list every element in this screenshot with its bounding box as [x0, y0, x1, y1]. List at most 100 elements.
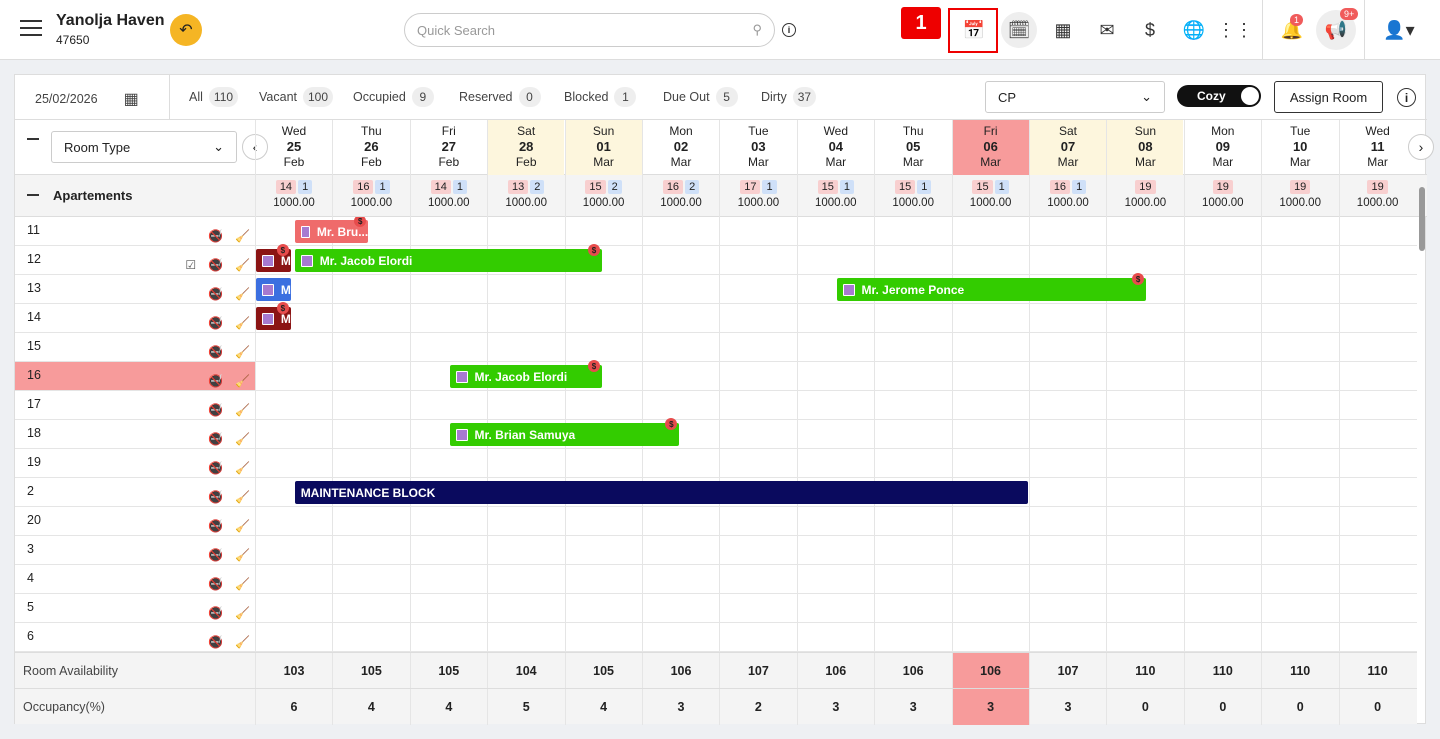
grid-cell[interactable] [1106, 333, 1183, 361]
no-smoking-icon[interactable]: 🚭 [208, 374, 224, 388]
grid-cell[interactable] [719, 565, 796, 593]
grid-cell[interactable] [1106, 536, 1183, 564]
cleaning-icon[interactable]: 🧹 [235, 229, 250, 243]
grid-cell[interactable] [255, 623, 332, 651]
grid-cell[interactable] [874, 217, 951, 245]
grid-cell[interactable] [1106, 449, 1183, 477]
grid-cell[interactable] [642, 304, 719, 332]
grid-cell[interactable] [564, 275, 642, 303]
room-label[interactable]: 18 🚭 🧹 [15, 420, 256, 448]
date-picker[interactable]: 25/02/2026 ▦ [35, 89, 139, 109]
grid-cell[interactable] [1106, 246, 1183, 274]
date-column-header[interactable]: Wed 25 Feb [255, 120, 332, 175]
grid-cell[interactable] [1261, 594, 1338, 622]
back-icon[interactable]: ↶ [170, 14, 202, 46]
grid-cell[interactable] [1029, 449, 1106, 477]
grid-cell[interactable] [642, 217, 719, 245]
grid-cell[interactable] [1261, 275, 1338, 303]
grid-cell[interactable] [564, 391, 642, 419]
date-column-header[interactable]: Mon 02 Mar [642, 120, 719, 175]
grid-cell[interactable] [564, 565, 642, 593]
no-smoking-icon[interactable]: 🚭 [208, 316, 224, 330]
date-column-header[interactable]: Tue 10 Mar [1261, 120, 1338, 175]
grid-cell[interactable] [1261, 333, 1338, 361]
scrollbar[interactable] [1419, 187, 1425, 647]
grid-cell[interactable] [951, 420, 1029, 448]
grid-cell[interactable] [332, 565, 409, 593]
grid-cell[interactable] [719, 536, 796, 564]
grid-cell[interactable] [255, 420, 332, 448]
grid-cell[interactable] [796, 362, 874, 390]
filter-occupied[interactable]: Occupied 9 [353, 87, 434, 107]
grid-cell[interactable] [951, 304, 1029, 332]
grid-cell[interactable] [1029, 391, 1106, 419]
grid-cell[interactable] [1183, 246, 1261, 274]
grid-cell[interactable] [1338, 275, 1416, 303]
cleaning-icon[interactable]: 🧹 [235, 548, 250, 562]
grid-cell[interactable] [409, 304, 487, 332]
grid-cell[interactable] [487, 275, 564, 303]
grid-cell[interactable] [487, 565, 564, 593]
grid-cell[interactable] [1183, 507, 1261, 535]
grid-cell[interactable] [719, 420, 796, 448]
grid-cell[interactable] [1338, 478, 1416, 506]
no-smoking-icon[interactable]: 🚭 [208, 519, 224, 533]
grid-cell[interactable] [951, 565, 1029, 593]
grid-cell[interactable] [1338, 304, 1416, 332]
grid-cell[interactable] [874, 333, 951, 361]
grid-cell[interactable] [255, 362, 332, 390]
filter-reserved[interactable]: Reserved 0 [459, 87, 541, 107]
grid-cell[interactable] [409, 333, 487, 361]
grid-cell[interactable] [1183, 623, 1261, 651]
room-label[interactable]: 15 🚭 🧹 [15, 333, 256, 361]
grid-cell[interactable] [951, 507, 1029, 535]
room-label[interactable]: 14 🚭 🧹 [15, 304, 256, 332]
grid-cell[interactable] [1106, 507, 1183, 535]
date-column-header[interactable]: Wed 11 Mar [1338, 120, 1416, 175]
grid-cell[interactable] [719, 623, 796, 651]
date-column-header[interactable]: Sat 28 Feb [487, 120, 565, 175]
grid-cell[interactable] [564, 594, 642, 622]
no-smoking-icon[interactable]: 🚭 [208, 606, 224, 620]
room-label[interactable]: 11 🚭 🧹 [15, 217, 256, 245]
grid-cell[interactable] [255, 565, 332, 593]
grid-cell[interactable] [255, 507, 332, 535]
no-smoking-icon[interactable]: 🚭 [208, 258, 224, 272]
rate-plan-select[interactable]: CP ⌄ [985, 81, 1165, 113]
grid-cell[interactable] [642, 449, 719, 477]
grid-cell[interactable] [409, 275, 487, 303]
room-label[interactable]: 6 🚭 🧹 [15, 623, 256, 651]
grid-cell[interactable] [951, 362, 1029, 390]
grid-cell[interactable] [1338, 536, 1416, 564]
booking-bar[interactable]: Mr. Jerome Ponce $ [836, 273, 1147, 301]
grid-cell[interactable] [796, 391, 874, 419]
room-label[interactable]: 13 🚭 🧹 [15, 275, 256, 303]
grid-cell[interactable] [1183, 333, 1261, 361]
grid-cell[interactable] [487, 449, 564, 477]
grid-cell[interactable] [796, 217, 874, 245]
room-label[interactable]: 19 🚭 🧹 [15, 449, 256, 477]
grid-cell[interactable] [332, 594, 409, 622]
grid-cell[interactable] [719, 275, 796, 303]
grid-cell[interactable] [1261, 246, 1338, 274]
booking-bar[interactable]: M $ [256, 302, 291, 330]
view-toggle[interactable]: Cozy [1177, 85, 1261, 107]
booking-bar[interactable]: Mr. Jacob Elordi $ [294, 244, 602, 272]
filter-vacant[interactable]: Vacant 100 [259, 87, 334, 107]
grid-cell[interactable] [1106, 391, 1183, 419]
grid-cell[interactable] [332, 333, 409, 361]
grid-cell[interactable] [487, 623, 564, 651]
date-column-header[interactable]: Fri 27 Feb [409, 120, 487, 175]
dollar-icon[interactable]: $ [1144, 19, 1155, 40]
cleaning-icon[interactable]: 🧹 [235, 432, 250, 446]
grid-cell[interactable] [564, 304, 642, 332]
grid-cell[interactable] [332, 275, 409, 303]
no-smoking-icon[interactable]: 🚭 [208, 635, 224, 649]
booking-bar[interactable]: MAINTENANCE BLOCK [294, 481, 1029, 504]
grid-cell[interactable] [1261, 420, 1338, 448]
grid-cell[interactable] [1183, 275, 1261, 303]
no-smoking-icon[interactable]: 🚭 [208, 577, 224, 591]
info-icon[interactable]: i [1397, 88, 1416, 107]
grid-cell[interactable] [1261, 304, 1338, 332]
grid-cell[interactable] [1183, 217, 1261, 245]
